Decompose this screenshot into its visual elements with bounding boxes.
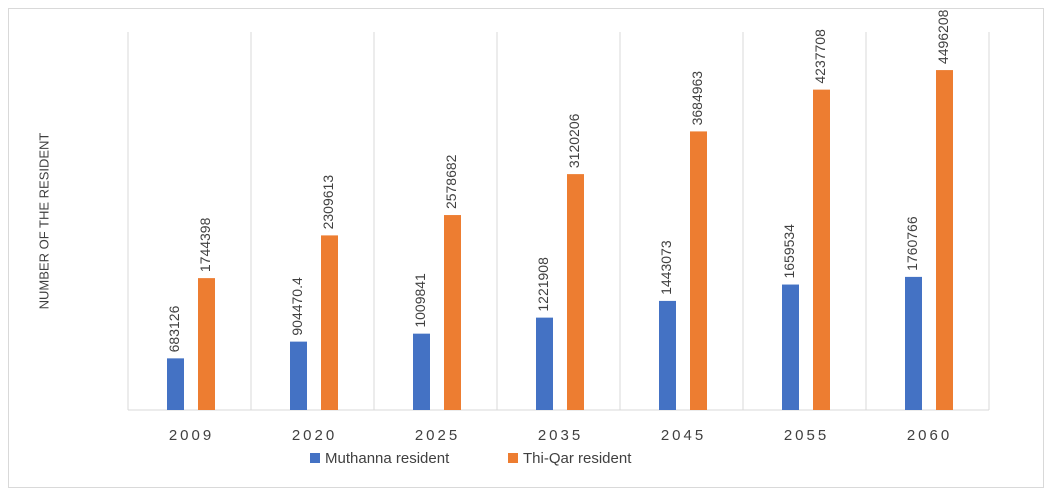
bar — [813, 89, 830, 410]
data-label: 4496208 — [935, 9, 951, 64]
legend-label: Thi-Qar resident — [523, 450, 632, 467]
bar — [936, 70, 953, 411]
bar — [321, 235, 338, 410]
data-label: 1744398 — [197, 217, 213, 272]
x-tick-label: 2060 — [907, 427, 952, 444]
data-label: 3684963 — [689, 71, 705, 126]
x-tick-label: 2025 — [415, 427, 460, 444]
bar — [198, 278, 215, 410]
data-label: 904470.4 — [289, 277, 305, 336]
data-label: 1659534 — [781, 224, 797, 279]
chart-frame — [8, 8, 1044, 488]
x-tick-label: 2045 — [661, 427, 706, 444]
data-label: 1760766 — [904, 216, 920, 271]
legend-label: Muthanna resident — [325, 450, 450, 467]
x-tick-label: 2020 — [292, 427, 337, 444]
bar — [413, 333, 430, 410]
bar — [536, 317, 553, 410]
data-label: 4237708 — [812, 29, 828, 84]
data-label: 3120206 — [566, 113, 582, 168]
data-label: 1009841 — [412, 273, 428, 328]
bar — [444, 215, 461, 410]
x-tick-label: 2009 — [169, 427, 214, 444]
x-tick-label: 2055 — [784, 427, 829, 444]
bar — [659, 300, 676, 410]
data-label: 1443073 — [658, 240, 674, 295]
legend-swatch — [310, 453, 320, 463]
bar — [690, 131, 707, 410]
x-tick-label: 2035 — [538, 427, 583, 444]
bar — [167, 358, 184, 410]
bar — [905, 276, 922, 410]
data-label: 683126 — [166, 305, 182, 352]
data-label: 2309613 — [320, 175, 336, 230]
bar — [782, 284, 799, 410]
bar — [290, 341, 307, 410]
y-axis-label: NUMBER OF THE RESIDENT — [36, 133, 51, 310]
legend-swatch — [508, 453, 518, 463]
bar — [567, 174, 584, 410]
data-label: 1221908 — [535, 257, 551, 312]
data-label: 2578682 — [443, 154, 459, 209]
